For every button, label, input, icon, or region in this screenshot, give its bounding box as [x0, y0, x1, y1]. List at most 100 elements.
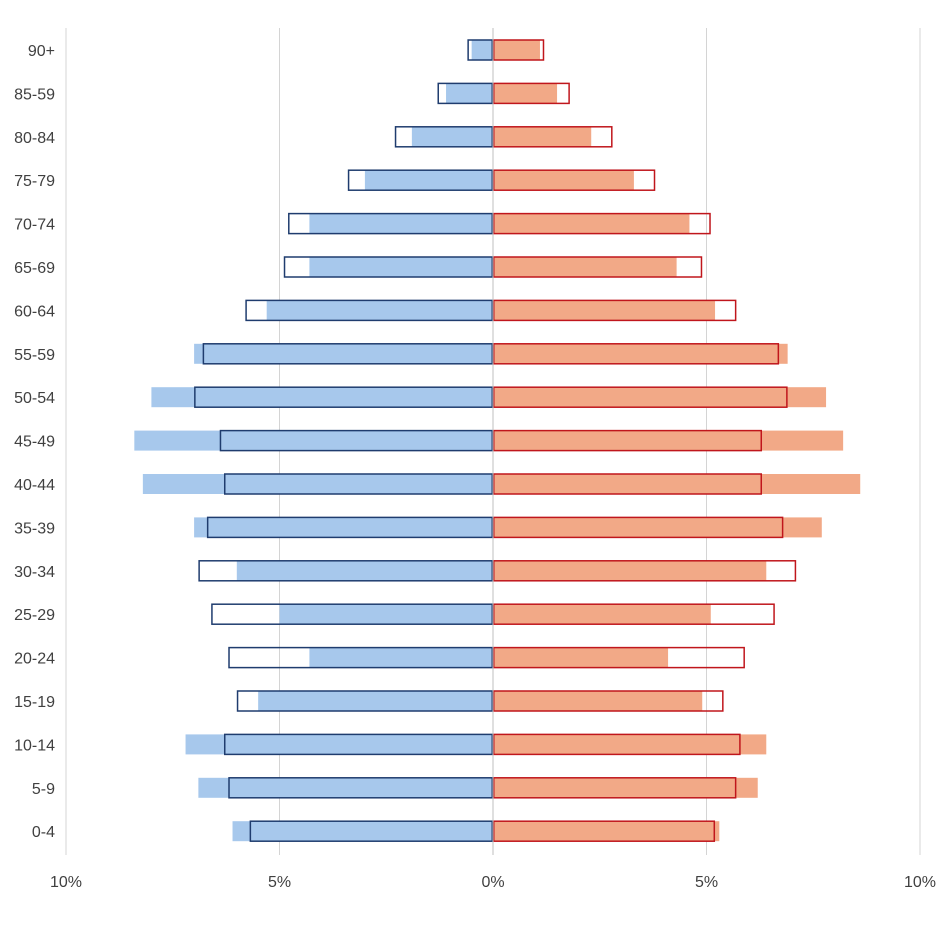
left-filled-bar — [142, 474, 494, 494]
right-outline-bar — [493, 690, 724, 712]
y-tick-label: 15-19 — [14, 694, 55, 711]
right-filled-bar — [493, 213, 690, 234]
left-outline-bar — [283, 256, 493, 278]
left-filled-bar — [134, 430, 493, 451]
y-tick-label: 75-79 — [14, 173, 55, 190]
left-outline-bar — [249, 820, 493, 842]
y-tick-label: 60-64 — [14, 303, 55, 320]
left-filled-bar — [279, 604, 493, 625]
x-tick-label: 10% — [50, 874, 82, 891]
right-outline-bar — [493, 646, 745, 669]
right-outline-bar — [493, 560, 797, 582]
right-filled-bar — [493, 560, 767, 581]
y-tick-label: 40-44 — [14, 477, 55, 494]
left-filled-bar — [194, 343, 493, 364]
y-tick-label: 80-84 — [14, 130, 55, 147]
right-outline-bar — [493, 820, 716, 842]
right-filled-bar — [493, 777, 758, 798]
right-filled-bar — [493, 691, 703, 711]
left-filled-bar — [364, 170, 493, 191]
left-filled-bar — [446, 83, 493, 104]
right-filled-bar — [493, 647, 669, 668]
y-tick-label: 5-9 — [32, 781, 55, 798]
right-filled-bar — [493, 734, 767, 755]
x-tick-label: 5% — [695, 874, 718, 891]
x-tick-label: 10% — [904, 874, 936, 891]
right-outline-bar — [493, 169, 656, 191]
right-outline-bar — [493, 126, 613, 148]
left-filled-bar — [236, 560, 494, 581]
left-outline-bar — [223, 473, 494, 495]
left-outline-bar — [288, 212, 494, 235]
y-tick-label: 65-69 — [14, 260, 55, 277]
x-tick-label: 0% — [481, 874, 504, 891]
left-filled-bar — [258, 691, 493, 711]
left-filled-bar — [266, 300, 493, 321]
labels: 10% 5% 0% 5% 10% 90+ 85-59 80-84 75-79 70-74 65-69… — [14, 43, 936, 891]
right-filled-bar — [493, 387, 827, 408]
left-outline-bar — [467, 39, 494, 61]
right-filled-bar — [493, 40, 540, 60]
left-outline-bar — [202, 343, 493, 365]
right-filled-bar — [493, 821, 720, 842]
right-outline-bar — [493, 82, 570, 105]
left-outline-bar — [228, 646, 493, 669]
left-outline-bar — [437, 82, 493, 105]
left-filled-bar — [309, 257, 493, 277]
right-outline-bar — [493, 299, 737, 322]
y-tick-label: 55-59 — [14, 347, 55, 364]
right-outline-bar — [493, 603, 775, 625]
right-outline-bar — [493, 473, 763, 495]
left-outline-bar — [206, 516, 493, 539]
right-outline-bar — [493, 256, 703, 278]
left-filled-bar — [309, 213, 493, 234]
left-filled-bar — [411, 126, 493, 147]
right-filled-bar — [493, 604, 711, 625]
y-tick-label: 35-39 — [14, 520, 55, 537]
y-tick-label: 20-24 — [14, 651, 55, 668]
right-filled-bar — [493, 170, 634, 191]
y-tick-label: 45-49 — [14, 434, 55, 451]
right-filled-bar — [493, 343, 788, 364]
right-filled-bar — [493, 257, 677, 277]
right-filled-bar — [493, 430, 844, 451]
y-tick-label: 70-74 — [14, 217, 55, 234]
bars — [134, 39, 861, 842]
left-outline-bar — [198, 560, 493, 582]
left-filled-bar — [471, 40, 493, 60]
left-outline-bar — [236, 690, 493, 712]
right-outline-bar — [493, 516, 784, 539]
right-outline-bar — [493, 777, 737, 799]
right-outline-bar — [493, 212, 711, 235]
left-outline-bar — [223, 733, 494, 756]
right-filled-bar — [493, 474, 861, 494]
right-filled-bar — [493, 126, 592, 147]
left-outline-bar — [245, 299, 493, 322]
left-filled-bar — [232, 821, 493, 842]
left-outline-bar — [219, 429, 493, 452]
right-filled-bar — [493, 300, 716, 321]
x-tick-label: 5% — [268, 874, 291, 891]
y-tick-label: 30-34 — [14, 564, 55, 581]
y-tick-label: 50-54 — [14, 390, 55, 407]
right-outline-bar — [493, 429, 763, 452]
right-filled-bar — [493, 83, 558, 104]
left-outline-bar — [194, 386, 493, 408]
left-outline-bar — [394, 126, 494, 148]
left-filled-bar — [309, 647, 493, 668]
y-tick-label: 0-4 — [32, 824, 55, 841]
right-outline-bar — [493, 343, 780, 365]
left-outline-bar — [211, 603, 493, 625]
y-tick-label: 25-29 — [14, 607, 55, 624]
left-filled-bar — [151, 387, 493, 408]
left-filled-bar — [198, 777, 493, 798]
right-filled-bar — [493, 517, 822, 538]
left-filled-bar — [194, 517, 493, 538]
left-filled-bar — [185, 734, 493, 755]
y-tick-label: 85-59 — [14, 86, 55, 103]
left-outline-bar — [347, 169, 493, 191]
right-outline-bar — [493, 39, 545, 61]
y-tick-label: 10-14 — [14, 737, 55, 754]
